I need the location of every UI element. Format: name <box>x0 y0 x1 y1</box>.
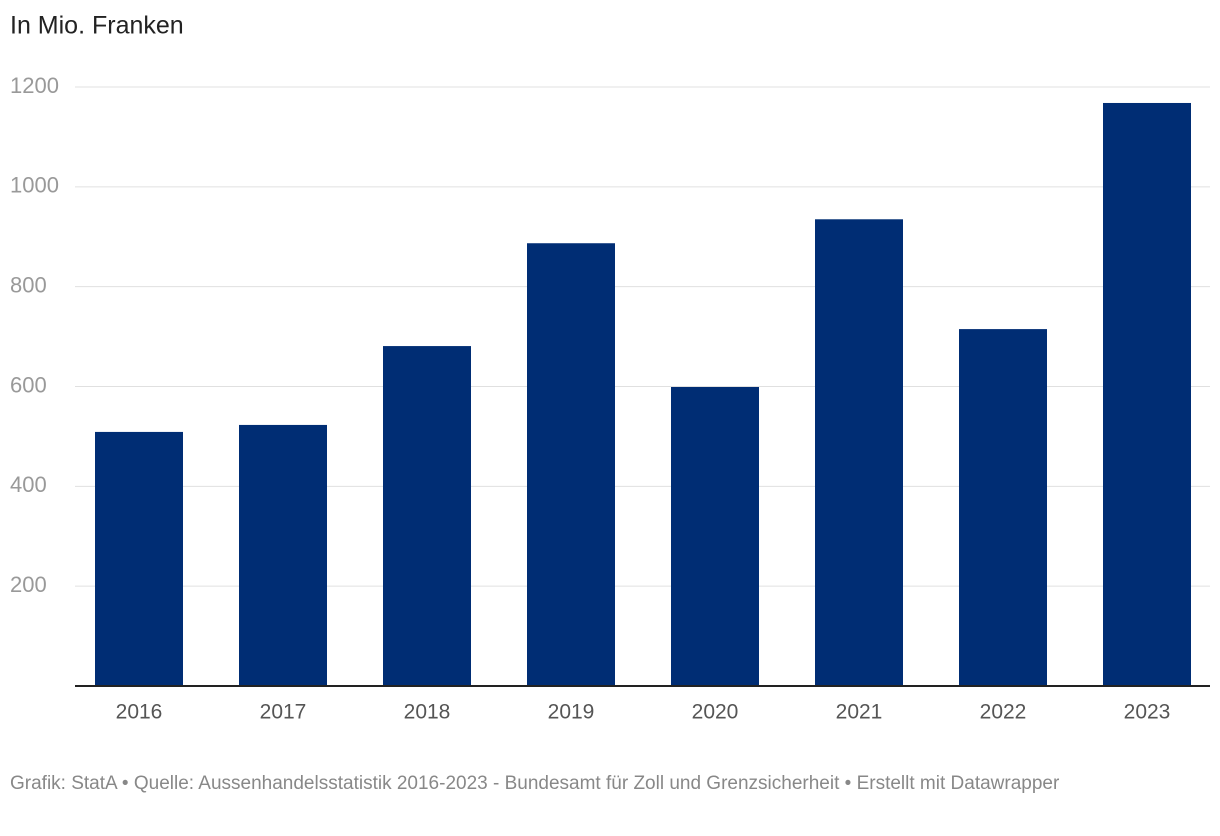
footer: Grafik: StatA • Quelle: Aussenhandelssta… <box>10 773 1060 794</box>
y-tick-label: 800 <box>10 272 47 297</box>
y-tick-label: 600 <box>10 372 47 397</box>
bar <box>1103 102 1191 687</box>
bar <box>815 219 903 686</box>
x-tick-label: 2021 <box>836 701 883 724</box>
bar <box>383 346 471 686</box>
x-tick-label: 2020 <box>692 701 739 724</box>
chart-title: In Mio. Franken <box>10 12 184 40</box>
bar <box>527 243 615 686</box>
bar <box>959 329 1047 686</box>
chart: In Mio. Franken 200 400 600 800 1000 1200 2016… <box>10 12 1210 724</box>
y-tick-label: 400 <box>10 472 47 497</box>
x-tick-label: 2018 <box>404 701 451 724</box>
bar <box>95 431 183 686</box>
x-tick-label: 2019 <box>548 701 595 724</box>
x-tick-label: 2023 <box>1124 701 1171 724</box>
y-tick-label: 200 <box>10 572 47 597</box>
y-tick-label: 1200 <box>10 73 59 98</box>
bar <box>239 424 327 686</box>
x-tick-label: 2017 <box>260 701 307 724</box>
y-tick-label: 1000 <box>10 173 59 198</box>
x-tick-label: 2022 <box>980 701 1027 724</box>
x-tick-label: 2016 <box>116 701 163 724</box>
bar <box>671 386 759 686</box>
